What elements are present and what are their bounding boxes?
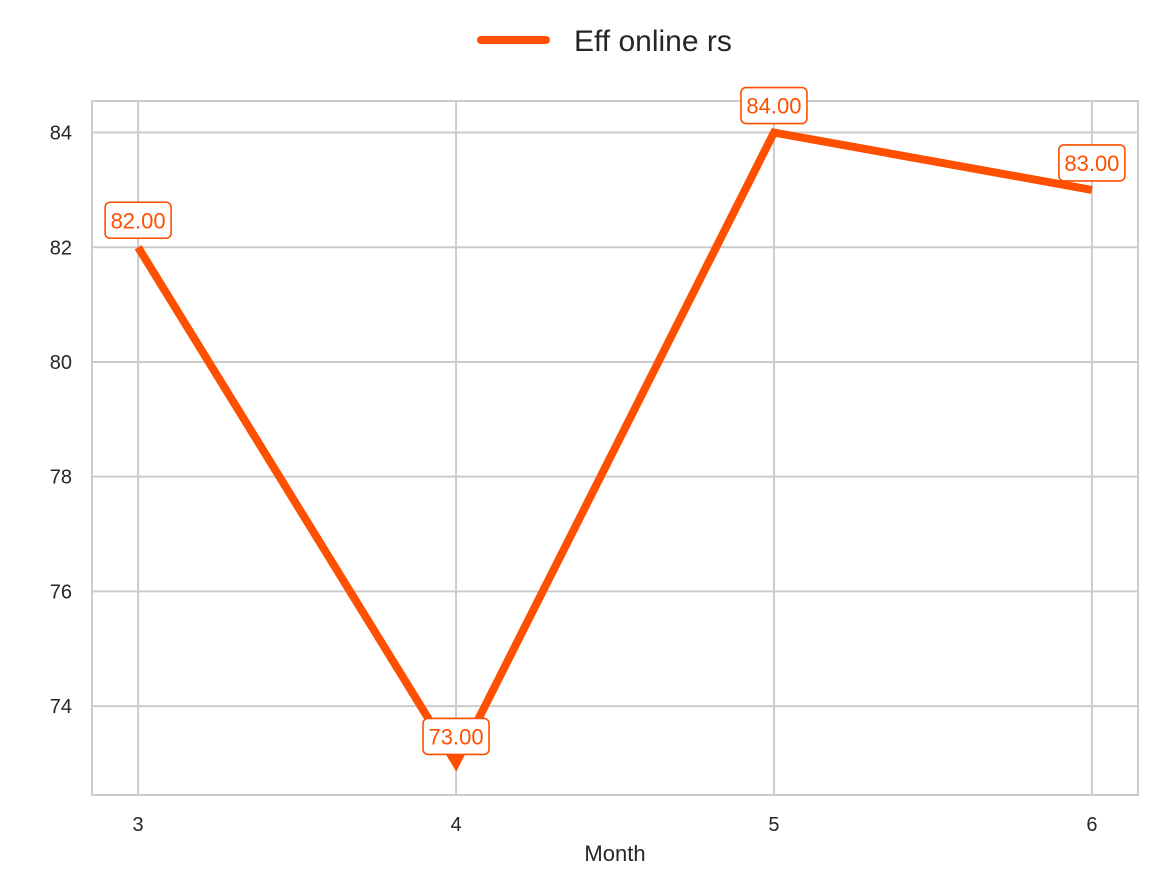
x-tick-label: 3 [133,814,144,836]
legend: Eff online rs [477,25,732,58]
data-label: 83.00 [1058,144,1126,182]
data-label: 84.00 [740,86,808,125]
data-label-text: 83.00 [1064,151,1119,176]
x-tick-label: 4 [450,814,461,836]
data-label-box [422,717,490,756]
data-label-text: 73.00 [429,724,484,749]
x-axis-ticks: 3 4 5 6 [133,814,1098,836]
legend-label: Eff online rs [574,25,732,58]
y-tick-label: 74 [50,696,72,718]
data-label-box [1058,144,1126,182]
x-tick-label: 5 [768,814,779,836]
series-layer [134,128,1093,772]
data-label-text: 84.00 [746,94,801,119]
y-tick-label: 78 [50,467,72,489]
data-labels: 82.00 73.00 84.00 83.00 [104,86,1126,756]
data-label-text: 82.00 [111,208,166,233]
grid [92,101,1138,795]
x-axis-title: Month [584,841,645,866]
data-label: 73.00 [422,717,490,756]
x-tick-label: 6 [1086,814,1097,836]
series-line [134,128,1093,772]
data-label-box [740,86,808,125]
y-tick-label: 76 [50,581,72,603]
plot-frame [91,100,1139,796]
y-axis-ticks: 74 76 78 80 82 84 [50,123,72,719]
y-tick-label: 82 [50,237,72,259]
y-tick-label: 80 [50,352,72,374]
y-tick-label: 84 [50,123,72,145]
data-label: 82.00 [104,201,172,240]
data-label-box [104,201,172,240]
